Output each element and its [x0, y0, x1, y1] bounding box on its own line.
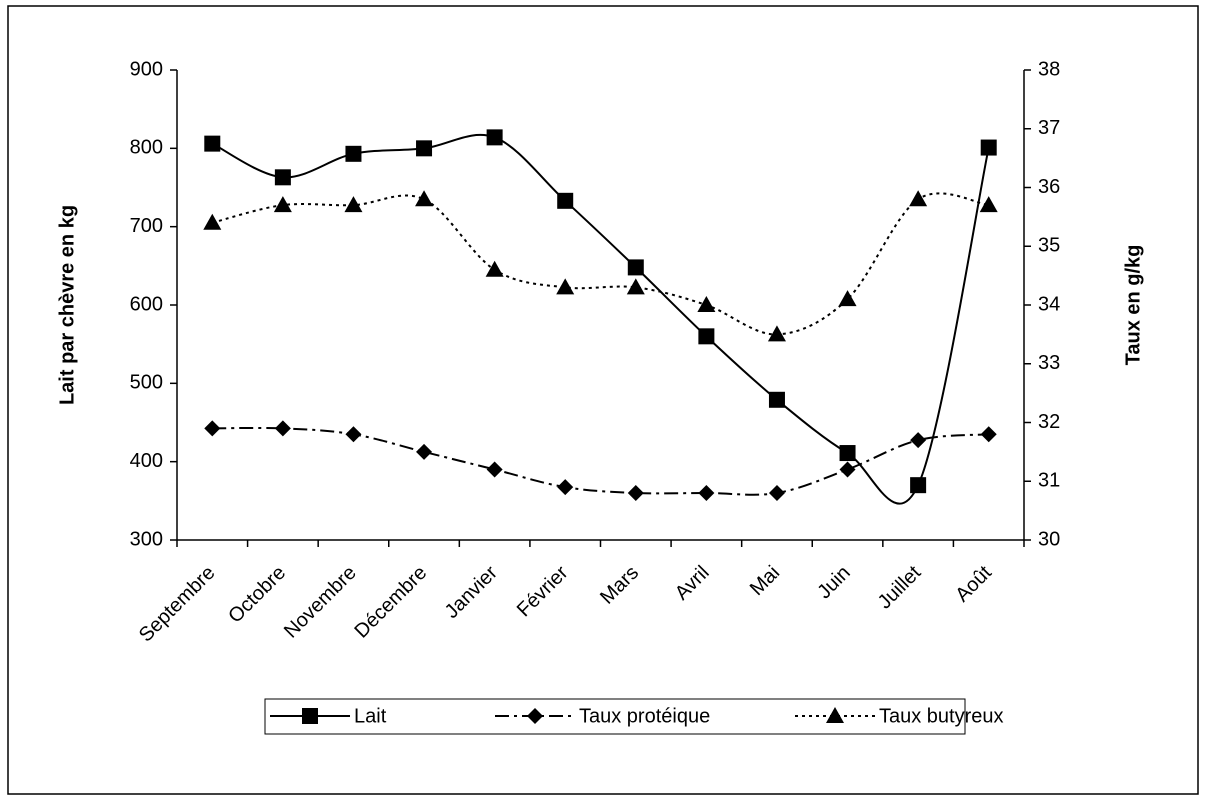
y2-tick-label: 34 [1038, 293, 1060, 315]
legend-marker [527, 708, 543, 724]
data-point [980, 139, 997, 156]
data-point [767, 325, 786, 342]
y-axis-title: Lait par chèvre en kg [56, 205, 78, 405]
y-tick-label: 700 [130, 215, 163, 237]
data-point [979, 196, 998, 213]
data-point [627, 259, 644, 276]
data-point [345, 145, 362, 162]
data-point [415, 190, 434, 207]
legend-box [264, 698, 966, 735]
y2-tick-label: 30 [1038, 528, 1060, 550]
legend-marker [302, 708, 318, 724]
data-point [839, 445, 856, 462]
data-point [274, 169, 291, 186]
data-point [909, 190, 928, 207]
y2-tick-label: 36 [1038, 176, 1060, 198]
legend-label: Taux protéique [579, 705, 710, 727]
data-point [203, 213, 222, 230]
data-point [556, 278, 575, 295]
data-point [768, 485, 785, 501]
data-point [839, 461, 856, 478]
y2-tick-label: 35 [1038, 235, 1060, 257]
legend-marker [826, 707, 844, 723]
y-tick-label: 600 [130, 293, 163, 315]
data-point [910, 477, 927, 494]
data-point [345, 426, 362, 443]
data-point [416, 140, 433, 157]
data-point [204, 420, 221, 437]
legend-label: Lait [354, 705, 387, 727]
legend-label: Taux butyreux [879, 705, 1004, 727]
data-point [627, 485, 644, 501]
data-point [485, 260, 504, 277]
data-point [486, 129, 503, 146]
chart-frame [7, 5, 1199, 795]
y-tick-label: 400 [130, 450, 163, 472]
y2-tick-label: 32 [1038, 411, 1060, 433]
y2-tick-label: 33 [1038, 352, 1060, 374]
data-point [698, 485, 715, 501]
data-point [697, 296, 716, 312]
data-point [626, 278, 645, 295]
data-point [557, 479, 574, 496]
series-line [212, 426, 989, 496]
y-tick-label: 900 [130, 58, 163, 80]
y-tick-label: 500 [130, 372, 163, 394]
y2-tick-label: 37 [1038, 117, 1060, 139]
data-point [273, 196, 292, 213]
data-point [838, 290, 857, 307]
y2-axis-title: Taux en g/kg [1122, 245, 1144, 366]
data-point [274, 420, 291, 437]
data-point [698, 328, 715, 345]
y2-tick-label: 38 [1038, 58, 1060, 80]
y2-tick-label: 31 [1038, 470, 1060, 492]
y-tick-label: 300 [130, 528, 163, 550]
data-point [204, 135, 221, 152]
data-point [768, 391, 785, 408]
data-point [486, 461, 503, 478]
data-point [557, 192, 574, 209]
data-point [910, 432, 927, 449]
data-point [980, 426, 997, 443]
data-point [416, 443, 433, 460]
y-tick-label: 800 [130, 137, 163, 159]
data-point [344, 196, 363, 213]
